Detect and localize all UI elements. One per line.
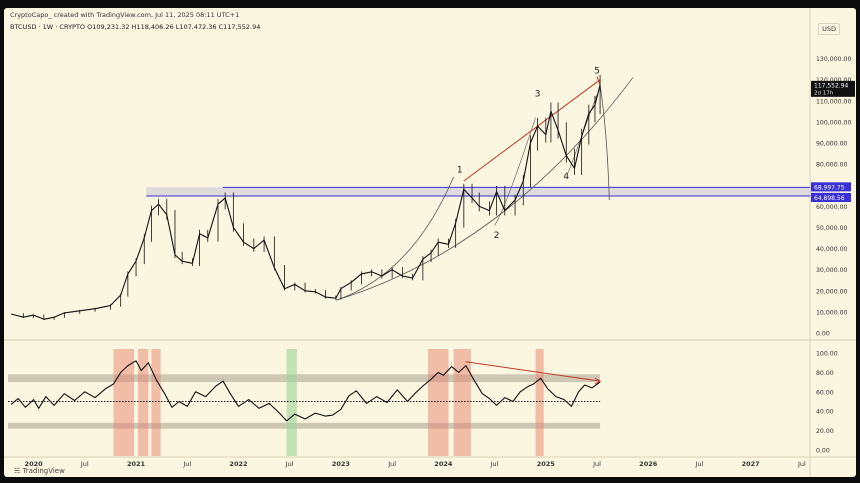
rsi-tick-label: 100.00 <box>816 351 838 358</box>
rsi-overbought-highlight <box>535 349 544 456</box>
rsi-tick-label: 60.00 <box>816 389 834 396</box>
projection-arc <box>599 84 610 201</box>
rsi-oversold-highlight <box>286 349 297 456</box>
rsi-overbought-highlight <box>151 349 161 456</box>
time-tick-label: Jul <box>80 460 89 468</box>
wave-label: 3 <box>535 90 541 100</box>
wave-channel <box>494 117 536 226</box>
outer-arc <box>335 77 634 301</box>
rsi-overbought-highlight <box>427 349 449 456</box>
currency-button[interactable]: USD <box>818 23 840 35</box>
price-tick-label: 10,000.00 <box>816 309 848 316</box>
time-tick-label: 2022 <box>229 460 247 468</box>
rsi-tick-label: 0.00 <box>816 448 830 455</box>
time-tick-label: 2027 <box>742 460 760 468</box>
wave-label: 5 <box>594 66 600 76</box>
price-tick-label: 20,000.00 <box>816 288 848 295</box>
price-tick-label: 0.00 <box>816 331 830 338</box>
time-tick-label: Jul <box>182 460 191 468</box>
tradingview-icon: ☵ <box>14 467 21 475</box>
time-tick-label: Jul <box>490 460 499 468</box>
brand-label: TradingView <box>22 467 65 475</box>
zone-bottom-label: 64,898.56 <box>814 195 845 202</box>
support-zone <box>146 187 841 196</box>
price-tick-label: 120,000.00 <box>816 77 851 84</box>
price-tick-label: 40,000.00 <box>816 246 848 253</box>
time-tick-label: 2021 <box>127 460 146 468</box>
zone-top-badge <box>811 182 851 192</box>
chart-credit: CryptoCapo_ created with TradingView.com… <box>10 11 240 19</box>
ohlc-values: O109,231.32 H118,406.26 L107,472.36 C117… <box>87 23 261 31</box>
zone-top-label: 68,997.75 <box>814 184 845 191</box>
rsi-band <box>8 374 601 383</box>
price-tick-label: 100,000.00 <box>816 119 851 126</box>
tradingview-logo: ☵ TradingView <box>14 467 65 475</box>
time-tick-label: 2026 <box>639 460 658 468</box>
inner-arc <box>335 176 454 301</box>
price-tick-label: 130,000.00 <box>816 56 851 63</box>
time-tick-label: 2020 <box>25 460 44 468</box>
price-tick-label: 60,000.00 <box>816 204 848 211</box>
price-tick-label: 80,000.00 <box>816 162 848 169</box>
rsi-tick-label: 20.00 <box>816 428 834 435</box>
rsi-overbought-highlight <box>113 349 134 456</box>
chart-area[interactable]: 0.00 10,000.00 20,000.00 30,000.00 40,000.00… <box>4 8 856 477</box>
price-line <box>10 84 601 320</box>
price-chart-svg[interactable]: 0.00 10,000.00 20,000.00 30,000.00 40,000.00… <box>4 8 856 477</box>
time-tick-label: 2023 <box>332 460 350 468</box>
rsi-divergence-arrow <box>594 377 602 385</box>
price-tick-label: 30,000.00 <box>816 267 848 274</box>
zone-bottom-badge <box>811 192 851 202</box>
rsi-overbought-highlight <box>138 349 149 456</box>
countdown-label: 2d 17h <box>814 90 834 96</box>
time-tick-label: 2024 <box>434 460 453 468</box>
time-tick-label: Jul <box>695 460 704 468</box>
price-tick-label: 50,000.00 <box>816 225 848 232</box>
price-tick-label: 90,000.00 <box>816 141 848 148</box>
wave-label: 4 <box>563 172 569 182</box>
time-tick-label: Jul <box>285 460 294 468</box>
time-tick-label: Jul <box>797 460 806 468</box>
trendline-arrow <box>596 76 601 86</box>
rsi-band <box>8 422 601 429</box>
wave-label: 1 <box>457 166 463 176</box>
time-tick-label: 2025 <box>537 460 556 468</box>
rsi-overbought-highlight <box>453 349 472 456</box>
rsi-divergence-line <box>465 361 601 382</box>
price-tick-label: 110,000.00 <box>816 98 851 105</box>
last-price-badge <box>811 80 855 97</box>
symbol-label: BTCUSD · 1W · CRYPTO <box>10 23 86 31</box>
time-tick-label: Jul <box>387 460 396 468</box>
wave-label: 2 <box>494 231 500 241</box>
rsi-tick-label: 40.00 <box>816 409 834 416</box>
rsi-tick-label: 80.00 <box>816 370 834 377</box>
rsi-line <box>10 360 601 422</box>
time-tick-label: Jul <box>592 460 601 468</box>
upper-trendline <box>463 79 601 182</box>
symbol-ohlc: BTCUSD · 1W · CRYPTO O109,231.32 H118,40… <box>10 23 260 31</box>
last-price-label: 117,552.94 <box>814 82 849 89</box>
